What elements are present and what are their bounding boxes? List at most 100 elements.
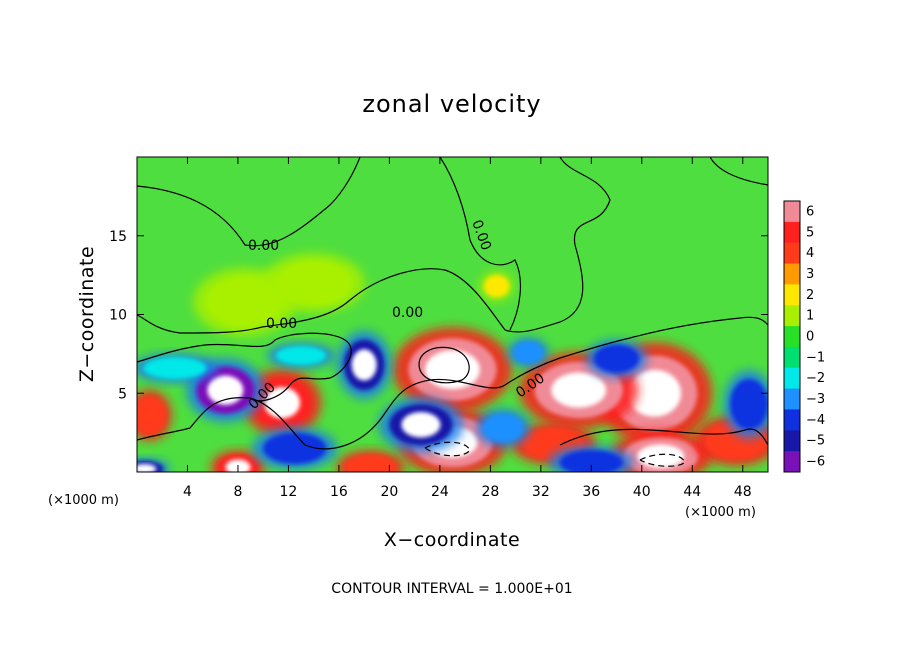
field-core: [401, 412, 441, 438]
colorbar-swatch: [784, 326, 800, 348]
contour-line: [709, 157, 768, 186]
colorbar-swatch: [784, 430, 800, 452]
contour-line: [424, 441, 471, 457]
field-core: [207, 375, 244, 405]
y-tick-label: 5: [118, 386, 127, 402]
colorbar-swatch: [784, 409, 800, 431]
field-feature: [548, 445, 634, 472]
field-ring: [345, 454, 396, 472]
field-ring: [275, 346, 327, 365]
x-unit-right: (×1000 m): [685, 505, 756, 520]
field-feature: [475, 408, 531, 448]
zero-contours: [137, 157, 768, 467]
colorbar-label: −2: [806, 371, 825, 386]
colorbar-swatch: [784, 242, 800, 265]
colorbar-label: 5: [806, 225, 814, 240]
field-ring: [275, 260, 352, 306]
contour-line: [137, 268, 506, 334]
contour-line: [439, 157, 521, 331]
field-feature: [252, 427, 338, 470]
contour-line: [137, 157, 361, 247]
colorbar-frame: [783, 200, 801, 473]
colorbar-label: −3: [806, 392, 825, 407]
field-core: [351, 349, 377, 381]
y-axis-label: Z−coordinate: [76, 246, 98, 382]
colorbar-swatch: [784, 346, 800, 369]
colorbar-label: 2: [806, 288, 814, 303]
field-feature: [336, 450, 405, 472]
field-ring: [484, 275, 510, 298]
x-tick-label: 20: [380, 484, 398, 500]
field-core: [137, 463, 157, 472]
colorbar-label: −6: [806, 455, 825, 470]
contour-line: [418, 346, 470, 384]
field-feature: [378, 397, 464, 453]
x-tick-label: 32: [532, 484, 550, 500]
field-core: [627, 369, 682, 417]
contour-line: [504, 157, 611, 333]
field-ring: [730, 379, 768, 430]
field-ring: [559, 449, 623, 472]
colorbar-swatch: [784, 305, 800, 327]
plot-area: 0.00 0.00 0.00 0.00 0.00 0.00: [137, 157, 768, 472]
colorbar-label: 1: [806, 309, 814, 324]
colorbar-label: 4: [806, 246, 814, 261]
field-feature: [266, 342, 336, 369]
field-core: [637, 444, 685, 468]
colorbar-swatch: [784, 388, 800, 410]
contour-line: [504, 316, 768, 386]
y-tick-label: 10: [109, 308, 127, 324]
field-core: [551, 372, 607, 408]
x-tick-label: 48: [734, 484, 752, 500]
field-feature: [137, 353, 218, 383]
contour-line: [559, 428, 768, 446]
field-ring: [206, 276, 283, 328]
chart-title: zonal velocity: [362, 90, 541, 118]
x-tick-label: 24: [431, 484, 449, 500]
colorbar-swatch: [784, 367, 800, 390]
field-feature: [262, 253, 365, 313]
colorbar-swatch: [784, 263, 800, 285]
x-tick-label: 4: [183, 484, 192, 500]
colorbar-swatch: [784, 201, 800, 223]
field-feature: [507, 337, 549, 368]
colorbar-label: −1: [806, 350, 825, 365]
field-core: [425, 350, 480, 390]
x-tick-label: 28: [481, 484, 499, 500]
colorbar: 6 5 4 3 2 1 0 −1 −2 −3 −4 −5 −6: [783, 200, 825, 473]
colorbar-label: −4: [806, 413, 825, 428]
colorbar-label: 6: [806, 204, 814, 219]
field-feature: [336, 330, 392, 399]
y-tick-label: 15: [109, 229, 127, 245]
x-tick-label: 8: [233, 484, 242, 500]
colorbar-swatch: [784, 451, 800, 473]
x-tick-label: 16: [330, 484, 348, 500]
x-axis-label: X−coordinate: [384, 529, 520, 551]
field-ring: [143, 357, 207, 380]
field-ring: [263, 432, 327, 465]
field-feature: [585, 339, 648, 378]
colorbar-swatch: [784, 221, 800, 244]
colorbar-label: −5: [806, 434, 825, 449]
field-ring: [137, 396, 167, 435]
contour-label: 0.00: [392, 305, 423, 321]
y-axis: 5 10 15: [109, 229, 768, 402]
x-tick-label: 40: [633, 484, 651, 500]
x-unit-left: (×1000 m): [48, 493, 119, 508]
field-feature: [137, 389, 172, 441]
contour-interval-note: CONTOUR INTERVAL = 1.000E+01: [331, 581, 572, 597]
field-feature: [137, 458, 171, 472]
x-axis: 4 8 12 16 20 24 28 32 36 40 44 48: [183, 157, 752, 500]
contour-line: [639, 453, 686, 467]
field-feature: [210, 450, 266, 472]
field-ring: [513, 341, 544, 364]
field-feature: [723, 370, 768, 439]
field-feature: [479, 271, 514, 302]
x-tick-label: 12: [280, 484, 298, 500]
x-tick-label: 44: [683, 484, 701, 500]
field-ring: [593, 344, 640, 373]
contour-label: 0.00: [266, 316, 297, 332]
colorbar-label: 0: [806, 330, 814, 345]
colorbar-swatch: [784, 284, 800, 306]
